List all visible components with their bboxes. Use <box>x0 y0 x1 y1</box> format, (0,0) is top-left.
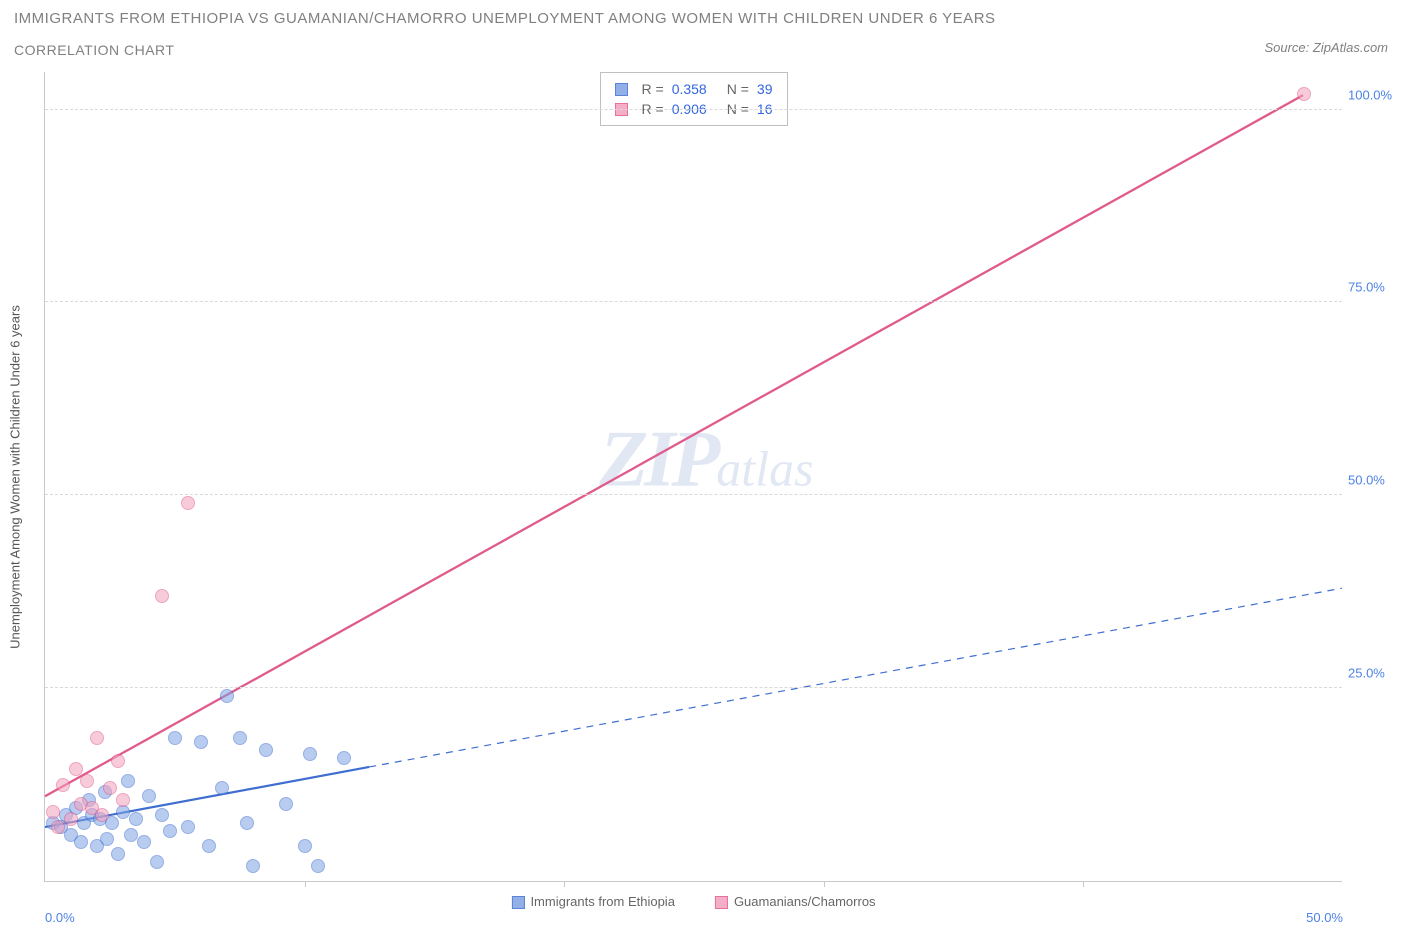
data-point-ethiopia <box>298 839 312 853</box>
data-point-ethiopia <box>311 859 325 873</box>
data-point-ethiopia <box>74 835 88 849</box>
gridline-h <box>45 301 1342 302</box>
data-point-ethiopia <box>181 820 195 834</box>
data-point-guamanian <box>1297 87 1311 101</box>
data-point-ethiopia <box>137 835 151 849</box>
data-point-guamanian <box>111 754 125 768</box>
data-point-ethiopia <box>121 774 135 788</box>
plot-area: ZIPatlas Unemployment Among Women with C… <box>44 72 1342 882</box>
data-point-ethiopia <box>220 689 234 703</box>
x-tick-mark <box>564 881 565 887</box>
gridline-h <box>45 494 1342 495</box>
x-legend-guamanian-label: Guamanians/Chamorros <box>734 894 876 909</box>
data-point-guamanian <box>56 778 70 792</box>
data-point-guamanian <box>80 774 94 788</box>
data-point-ethiopia <box>194 735 208 749</box>
source-attribution: Source: ZipAtlas.com <box>1264 40 1388 55</box>
data-point-ethiopia <box>215 781 229 795</box>
data-point-guamanian <box>116 793 130 807</box>
x-tick-mark <box>305 881 306 887</box>
y-axis-label: Unemployment Among Women with Children U… <box>8 305 23 649</box>
x-tick-label: 0.0% <box>45 910 75 925</box>
data-point-guamanian <box>155 589 169 603</box>
data-point-ethiopia <box>259 743 273 757</box>
data-point-ethiopia <box>150 855 164 869</box>
y-tick-label: 75.0% <box>1342 280 1398 295</box>
y-tick-label: 25.0% <box>1342 666 1398 681</box>
trend-line-guamanian <box>45 95 1303 796</box>
chart-subtitle: CORRELATION CHART <box>14 42 174 58</box>
data-point-ethiopia <box>155 808 169 822</box>
data-point-guamanian <box>64 812 78 826</box>
x-legend-ethiopia: Immigrants from Ethiopia <box>511 894 675 909</box>
x-legend-guamanian: Guamanians/Chamorros <box>715 894 876 909</box>
data-point-guamanian <box>90 731 104 745</box>
legend-r-value-ethiopia: 0.358 <box>672 81 707 97</box>
y-tick-label: 100.0% <box>1342 87 1398 102</box>
data-point-ethiopia <box>246 859 260 873</box>
chart-title: IMMIGRANTS FROM ETHIOPIA VS GUAMANIAN/CH… <box>14 10 996 27</box>
swatch-guamanian-x <box>715 896 728 909</box>
data-point-ethiopia <box>129 812 143 826</box>
y-tick-label: 50.0% <box>1342 473 1398 488</box>
gridline-h <box>45 109 1342 110</box>
legend-r-label: R = <box>642 81 664 97</box>
x-tick-label: 50.0% <box>1306 910 1343 925</box>
x-legend-ethiopia-label: Immigrants from Ethiopia <box>530 894 675 909</box>
trend-lines <box>45 72 1342 881</box>
data-point-ethiopia <box>279 797 293 811</box>
data-point-ethiopia <box>233 731 247 745</box>
data-point-guamanian <box>46 805 60 819</box>
data-point-guamanian <box>103 781 117 795</box>
data-point-guamanian <box>51 820 65 834</box>
x-tick-mark <box>824 881 825 887</box>
data-point-ethiopia <box>202 839 216 853</box>
trend-line-dash-ethiopia <box>369 588 1342 767</box>
legend-row-ethiopia: R = 0.358 N = 39 <box>615 79 773 99</box>
data-point-ethiopia <box>142 789 156 803</box>
data-point-ethiopia <box>111 847 125 861</box>
data-point-guamanian <box>181 496 195 510</box>
data-point-ethiopia <box>124 828 138 842</box>
gridline-h <box>45 687 1342 688</box>
data-point-ethiopia <box>163 824 177 838</box>
data-point-ethiopia <box>303 747 317 761</box>
data-point-ethiopia <box>240 816 254 830</box>
data-point-ethiopia <box>100 832 114 846</box>
legend-n-label: N = <box>727 81 749 97</box>
data-point-ethiopia <box>337 751 351 765</box>
swatch-ethiopia-x <box>511 896 524 909</box>
x-tick-mark <box>1083 881 1084 887</box>
data-point-guamanian <box>69 762 83 776</box>
swatch-ethiopia <box>615 83 628 96</box>
data-point-guamanian <box>95 808 109 822</box>
legend-n-value-ethiopia: 39 <box>757 81 773 97</box>
x-axis-legend: Immigrants from Ethiopia Guamanians/Cham… <box>511 894 875 909</box>
correlation-legend: R = 0.358 N = 39 R = 0.906 N = 16 <box>600 72 788 126</box>
data-point-ethiopia <box>168 731 182 745</box>
